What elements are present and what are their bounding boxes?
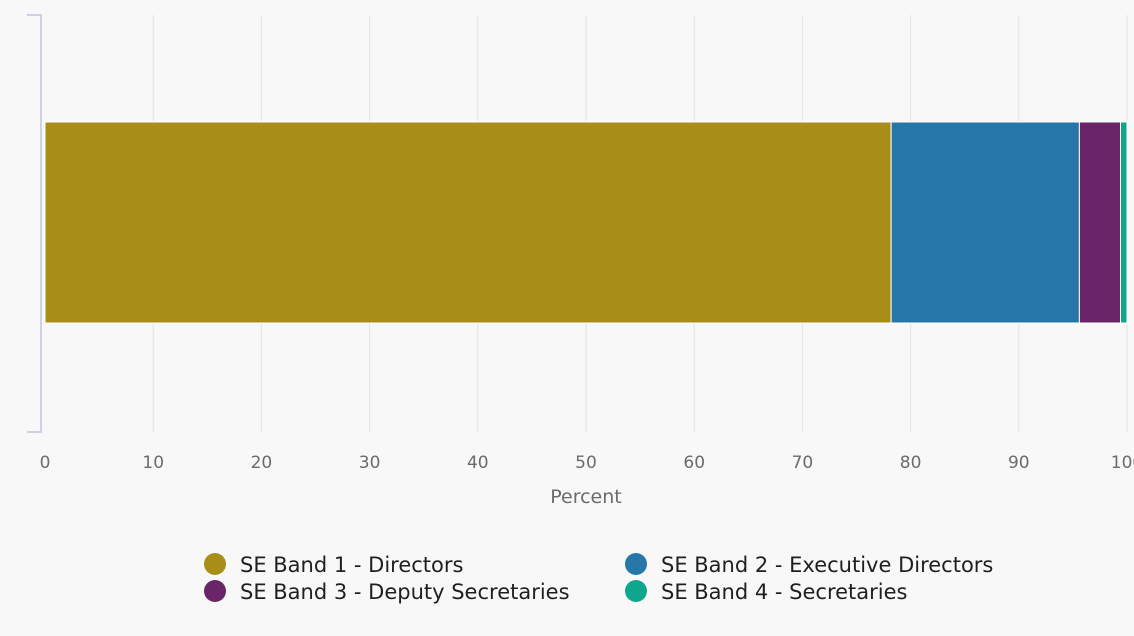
x-tick-label: 60 [683, 453, 705, 473]
legend: SE Band 1 - Directors SE Band 2 - Executi… [204, 553, 993, 604]
legend-label[interactable]: SE Band 1 - Directors [240, 553, 463, 577]
y-axis-line [27, 14, 42, 433]
x-tick-label: 40 [467, 453, 489, 473]
bar-segment[interactable] [1120, 121, 1128, 324]
x-tick-label: 80 [900, 453, 922, 473]
legend-label[interactable]: SE Band 3 - Deputy Secretaries [240, 580, 570, 604]
bar-segment[interactable] [890, 121, 1080, 324]
legend-label[interactable]: SE Band 4 - Secretaries [661, 580, 907, 604]
x-tick-label: 10 [142, 453, 164, 473]
legend-swatch [204, 553, 226, 575]
bar-segment[interactable] [44, 121, 892, 324]
x-tick-label: 90 [1008, 453, 1030, 473]
legend-label[interactable]: SE Band 2 - Executive Directors [661, 553, 993, 577]
legend-swatch [204, 580, 226, 602]
bar-segment[interactable] [1078, 121, 1122, 324]
y-axis-bracket [27, 14, 42, 433]
x-tick-label: 100 [1111, 453, 1134, 473]
legend-swatch [625, 580, 647, 602]
x-tick-label: 70 [792, 453, 814, 473]
stacked-bar [44, 121, 1128, 324]
x-tick-label: 20 [251, 453, 273, 473]
x-tick-label: 0 [40, 453, 51, 473]
x-tick-label: 30 [359, 453, 381, 473]
legend-swatch [625, 553, 647, 575]
x-axis-ticks: 0 10 20 30 40 50 60 70 80 90 100 [40, 453, 1134, 473]
x-axis-title: Percent [550, 486, 622, 508]
x-tick-label: 50 [575, 453, 597, 473]
